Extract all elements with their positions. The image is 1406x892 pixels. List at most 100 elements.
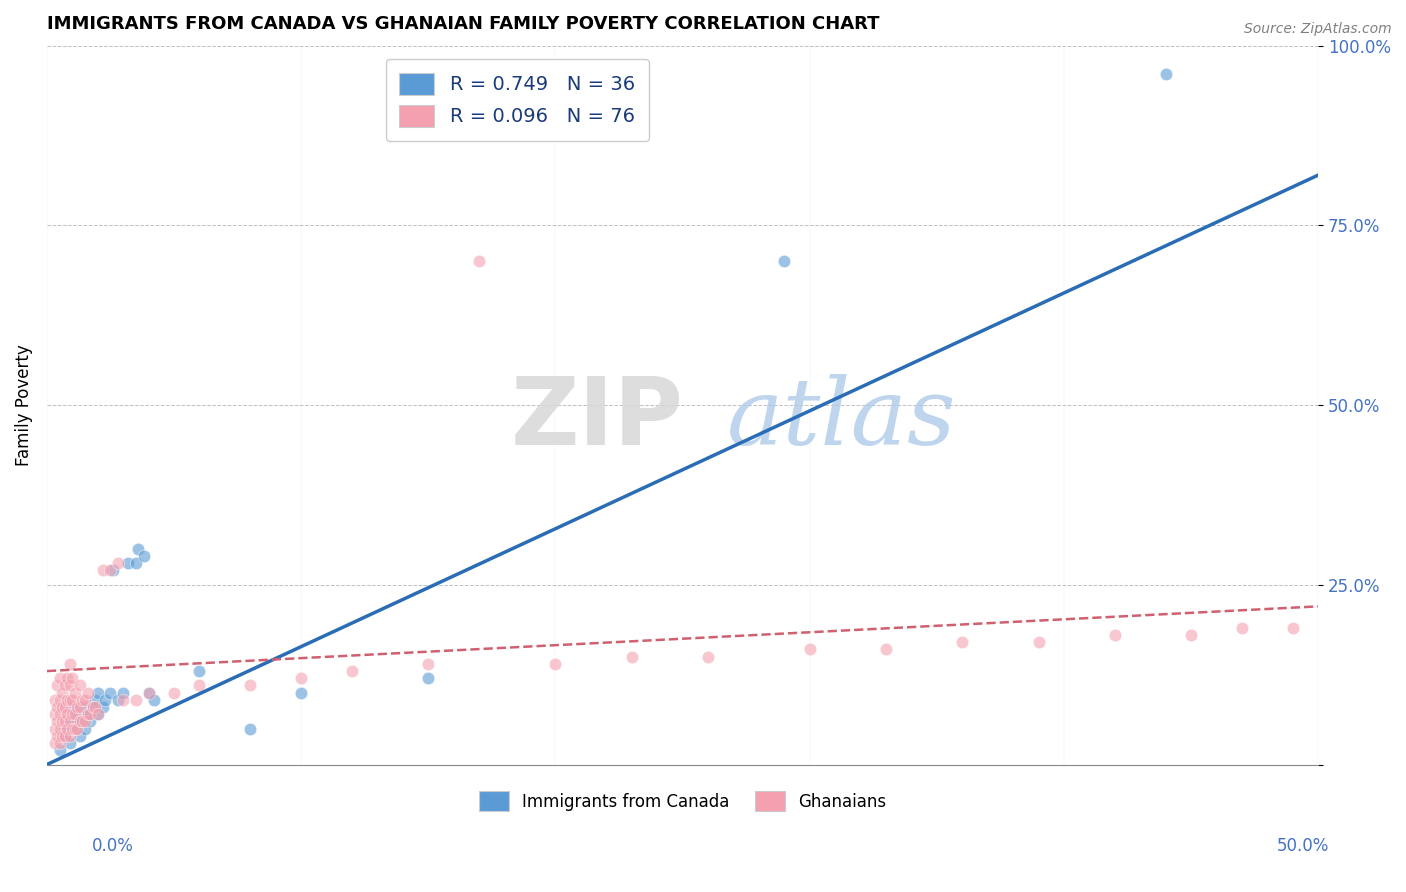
Point: [48, 693, 70, 707]
Point: [51, 700, 73, 714]
Point: [875, 642, 897, 657]
Point: [125, 693, 148, 707]
Point: [53, 729, 76, 743]
Point: [69, 678, 91, 692]
Point: [73, 700, 96, 714]
Point: [620, 649, 643, 664]
Point: [290, 685, 312, 699]
Point: [138, 685, 160, 699]
Point: [56, 722, 79, 736]
Text: atlas: atlas: [727, 375, 956, 465]
Point: [73, 714, 96, 729]
Point: [51, 714, 73, 729]
Point: [1028, 635, 1050, 649]
Point: [60, 671, 83, 685]
Point: [82, 700, 104, 714]
Point: [107, 556, 129, 570]
Point: [60, 714, 83, 729]
Point: [132, 549, 155, 563]
Point: [87, 685, 110, 699]
Point: [56, 707, 79, 722]
Point: [73, 693, 96, 707]
Point: [60, 700, 83, 714]
Point: [94, 693, 117, 707]
Point: [773, 254, 796, 268]
Point: [101, 563, 124, 577]
Y-axis label: Family Poverty: Family Poverty: [15, 344, 32, 466]
Point: [188, 664, 211, 678]
Point: [63, 685, 86, 699]
Point: [44, 722, 66, 736]
Point: [56, 693, 79, 707]
Point: [53, 714, 76, 729]
Point: [59, 678, 82, 692]
Point: [72, 714, 94, 729]
Point: [100, 563, 122, 577]
Point: [66, 700, 89, 714]
Point: [697, 649, 720, 664]
Text: 0.0%: 0.0%: [91, 837, 134, 855]
Point: [59, 714, 82, 729]
Point: [1104, 628, 1126, 642]
Point: [76, 707, 98, 722]
Point: [60, 722, 83, 736]
Point: [72, 714, 94, 729]
Point: [799, 642, 821, 657]
Point: [59, 736, 82, 750]
Point: [56, 722, 79, 736]
Point: [544, 657, 567, 671]
Point: [56, 671, 79, 685]
Point: [84, 693, 107, 707]
Point: [63, 722, 86, 736]
Point: [468, 254, 491, 268]
Point: [53, 678, 76, 692]
Point: [340, 664, 363, 678]
Point: [163, 685, 186, 699]
Point: [87, 707, 110, 722]
Point: [44, 707, 66, 722]
Point: [117, 556, 139, 570]
Point: [1180, 628, 1202, 642]
Point: [46, 700, 69, 714]
Point: [127, 541, 149, 556]
Point: [87, 707, 110, 722]
Point: [48, 671, 70, 685]
Point: [48, 736, 70, 750]
Point: [44, 736, 66, 750]
Text: IMMIGRANTS FROM CANADA VS GHANAIAN FAMILY POVERTY CORRELATION CHART: IMMIGRANTS FROM CANADA VS GHANAIAN FAMIL…: [46, 15, 879, 33]
Point: [239, 722, 262, 736]
Legend: Immigrants from Canada, Ghanaians: Immigrants from Canada, Ghanaians: [472, 785, 893, 817]
Point: [1230, 621, 1253, 635]
Point: [112, 693, 135, 707]
Point: [48, 743, 70, 757]
Point: [48, 707, 70, 722]
Point: [53, 700, 76, 714]
Point: [46, 714, 69, 729]
Point: [59, 693, 82, 707]
Point: [239, 678, 262, 692]
Point: [76, 685, 98, 699]
Point: [46, 678, 69, 692]
Point: [79, 714, 101, 729]
Point: [60, 693, 83, 707]
Point: [418, 657, 440, 671]
Text: ZIP: ZIP: [510, 374, 683, 466]
Point: [69, 700, 91, 714]
Point: [100, 685, 122, 699]
Point: [79, 707, 101, 722]
Point: [63, 722, 86, 736]
Point: [290, 671, 312, 685]
Point: [107, 693, 129, 707]
Point: [66, 707, 89, 722]
Point: [1282, 621, 1305, 635]
Point: [1154, 67, 1177, 81]
Text: Source: ZipAtlas.com: Source: ZipAtlas.com: [1244, 22, 1392, 37]
Point: [112, 685, 135, 699]
Point: [46, 729, 69, 743]
Point: [72, 693, 94, 707]
Point: [91, 563, 114, 577]
Point: [51, 729, 73, 743]
Text: 50.0%: 50.0%: [1277, 837, 1329, 855]
Point: [138, 685, 160, 699]
Point: [59, 657, 82, 671]
